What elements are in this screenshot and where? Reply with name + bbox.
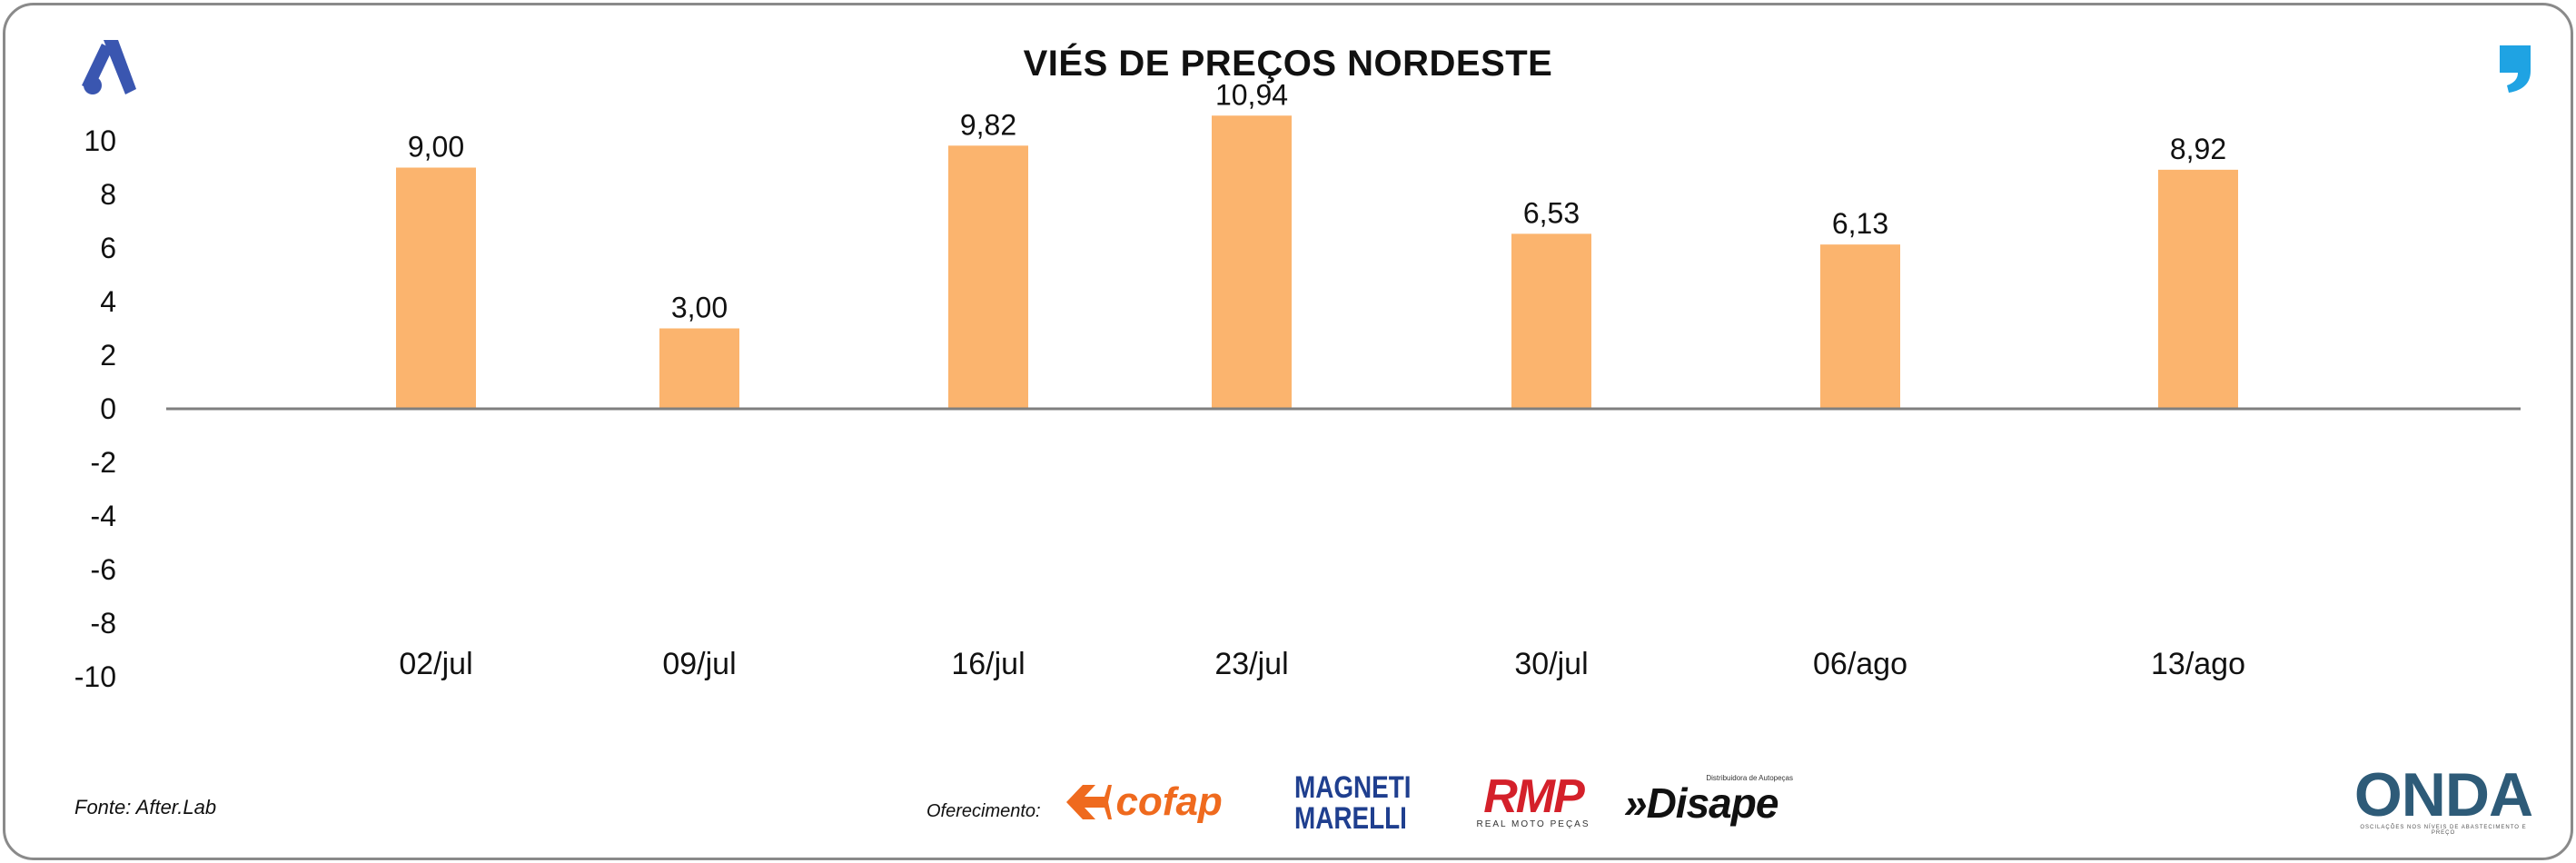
bar: [1820, 244, 1900, 409]
a-logo-icon: [82, 40, 136, 94]
onda-subtitle: OSCILAÇÕES NOS NÍVEIS DE ABASTECIMENTO E…: [2360, 825, 2527, 836]
y-tick-label: 2: [100, 339, 116, 372]
x-tick-label: 06/ago: [1813, 647, 1907, 681]
data-label: 8,92: [2170, 133, 2226, 165]
cofap-logo: cofap: [1063, 779, 1223, 827]
rmp-wordmark: RMP: [1483, 770, 1585, 823]
onda-wordmark: ONDA: [2353, 760, 2533, 829]
source-note: Fonte: After.Lab: [74, 796, 217, 818]
x-tick-label: 13/ago: [2151, 647, 2245, 681]
bar: [948, 145, 1028, 409]
bar: [659, 328, 739, 409]
disape-subtitle: Distribuidora de Autopeças: [1706, 774, 1793, 782]
y-tick-label: -6: [91, 553, 116, 586]
sponsor-caption: Oferecimento:: [926, 801, 1041, 821]
data-label: 9,82: [960, 108, 1016, 141]
rmp-logo: RMP REAL MOTO PEÇAS: [1465, 770, 1601, 829]
y-tick-label: 10: [84, 124, 116, 157]
x-tick-label: 16/jul: [951, 647, 1025, 681]
magneti-wordmark: MAGNETI: [1294, 770, 1412, 805]
disape-logo: Distribuidora de Autopeças »Disape: [1624, 774, 1797, 824]
magneti-marelli-logo: MAGNETI MARELLI: [1294, 770, 1412, 836]
bar: [1212, 115, 1292, 410]
bar: [1511, 233, 1591, 409]
y-tick-label: 4: [100, 285, 116, 318]
data-label: 6,13: [1832, 207, 1888, 240]
x-tick-label: 30/jul: [1514, 647, 1588, 681]
data-label: 3,00: [671, 292, 728, 324]
y-tick-label: -4: [91, 500, 116, 532]
y-tick-label: 8: [100, 178, 116, 211]
y-tick-label: -8: [91, 607, 116, 640]
bar: [396, 167, 476, 409]
data-label: 10,94: [1215, 78, 1288, 111]
x-tick-label: 02/jul: [399, 647, 472, 681]
data-label: 6,53: [1523, 196, 1580, 229]
rmp-subtitle: REAL MOTO PEÇAS: [1476, 819, 1590, 829]
data-label: 9,00: [408, 131, 464, 164]
bar: [2158, 169, 2238, 410]
disape-wordmark: »Disape: [1624, 779, 1778, 827]
cofap-wordmark: cofap: [1115, 779, 1223, 824]
chart-title: VIÉS DE PREÇOS NORDESTE: [1023, 44, 1553, 84]
marelli-wordmark: MARELLI: [1294, 801, 1407, 836]
y-tick-label: -2: [91, 446, 116, 479]
x-tick-label: 23/jul: [1214, 647, 1288, 681]
quote-icon: [2500, 45, 2531, 93]
cofap-mark-icon: [1066, 785, 1112, 819]
y-tick-label: 0: [100, 392, 116, 425]
y-tick-label: -10: [74, 660, 116, 693]
y-tick-label: 6: [100, 232, 116, 264]
onda-logo: ONDA OSCILAÇÕES NOS NÍVEIS DE ABASTECIME…: [2348, 760, 2539, 836]
x-tick-label: 09/jul: [662, 647, 736, 681]
